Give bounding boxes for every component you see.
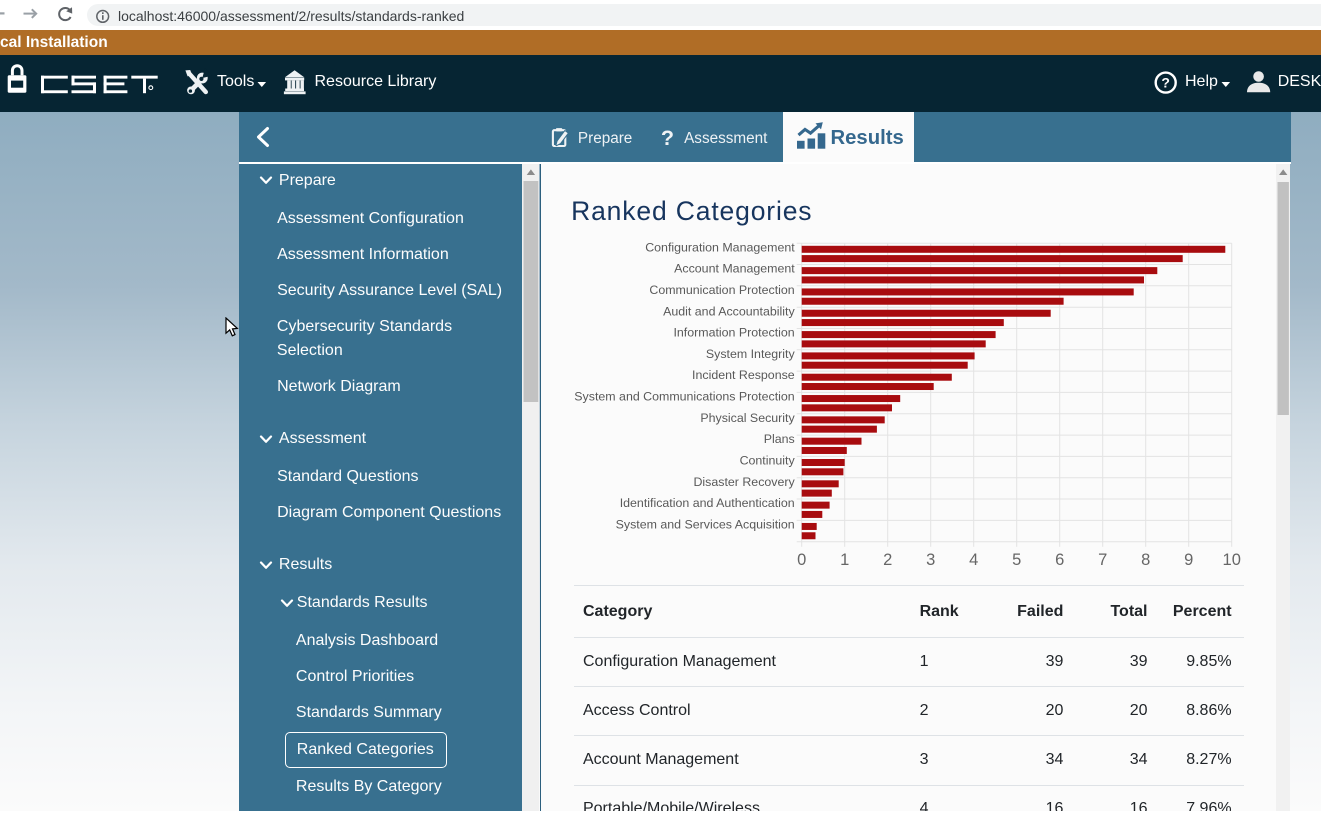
svg-text:Continuity: Continuity bbox=[740, 454, 796, 468]
svg-text:System and Communications Prot: System and Communications Protection bbox=[575, 390, 795, 404]
svg-text:6: 6 bbox=[1055, 551, 1064, 569]
svg-text:Configuration Management: Configuration Management bbox=[646, 240, 796, 254]
svg-text:?: ? bbox=[1161, 74, 1170, 90]
svg-text:System Integrity: System Integrity bbox=[706, 347, 796, 361]
svg-text:7: 7 bbox=[1098, 551, 1107, 569]
svg-text:Incident Response: Incident Response bbox=[692, 368, 795, 382]
svg-text:?: ? bbox=[661, 126, 674, 150]
svg-text:Communication Protection: Communication Protection bbox=[650, 283, 795, 297]
svg-text:Account Management: Account Management bbox=[674, 262, 795, 276]
svg-text:Identification and Authenticat: Identification and Authentication bbox=[620, 496, 795, 510]
svg-text:0: 0 bbox=[797, 551, 806, 569]
svg-text:System and Services Acquisitio: System and Services Acquisition bbox=[616, 518, 795, 532]
svg-text:3: 3 bbox=[926, 551, 935, 569]
svg-text:8: 8 bbox=[1141, 551, 1150, 569]
svg-text:5: 5 bbox=[1012, 551, 1021, 569]
svg-text:10: 10 bbox=[1223, 551, 1241, 569]
svg-text:Information Protection: Information Protection bbox=[674, 326, 795, 340]
svg-text:Physical Security: Physical Security bbox=[701, 411, 796, 425]
svg-text:1: 1 bbox=[840, 551, 849, 569]
svg-text:Disaster Recovery: Disaster Recovery bbox=[694, 475, 796, 489]
svg-text:Audit and Accountability: Audit and Accountability bbox=[663, 304, 795, 318]
svg-text:9: 9 bbox=[1184, 551, 1193, 569]
svg-text:Plans: Plans bbox=[764, 432, 795, 446]
svg-text:2: 2 bbox=[883, 551, 892, 569]
svg-text:4: 4 bbox=[969, 551, 978, 569]
